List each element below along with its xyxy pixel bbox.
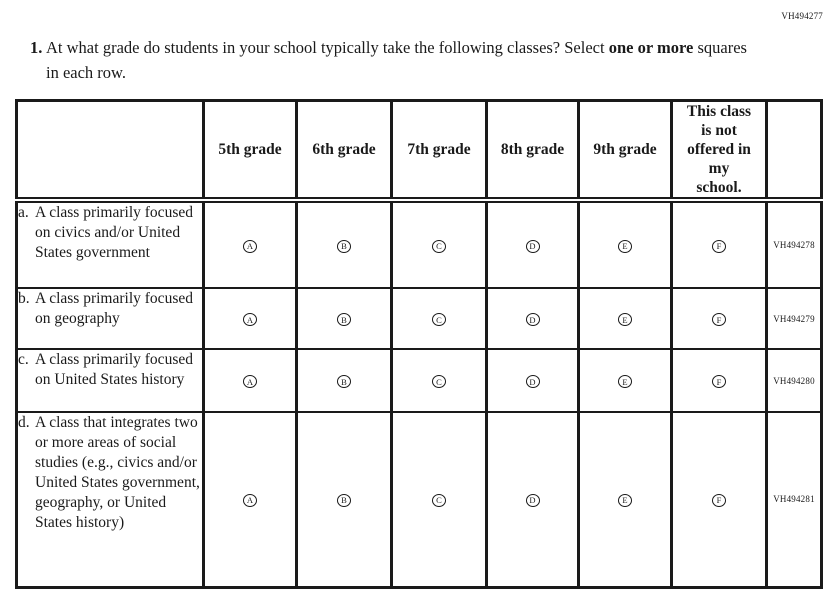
- option-bubble-f[interactable]: F: [712, 375, 726, 389]
- question-text: 1. At what grade do students in your sch…: [30, 35, 760, 85]
- option-cell: F: [670, 199, 768, 289]
- option-bubble-a[interactable]: A: [243, 313, 257, 327]
- row-letter: c.: [18, 351, 29, 368]
- row-label: a. A class primarily focused on civics a…: [18, 203, 202, 263]
- option-cell: D: [485, 411, 580, 588]
- row-letter: d.: [18, 414, 30, 431]
- option-bubble-f[interactable]: F: [712, 313, 726, 327]
- question-line1-bold: one: [608, 38, 634, 57]
- column-header-9th-grade: 9th grade: [577, 99, 673, 203]
- option-bubble-a[interactable]: A: [243, 239, 257, 253]
- option-cell: C: [390, 287, 488, 350]
- option-bubble-c[interactable]: C: [432, 375, 446, 389]
- row-label-text: A class primarily focused on geography: [35, 290, 193, 327]
- row-label-text: A class that integrates two or more area…: [35, 414, 200, 531]
- table-row: c. A class primarily focused on United S…: [15, 348, 823, 413]
- question-number: 1.: [30, 38, 43, 57]
- row-label-cell: d. A class that integrates two or more a…: [15, 411, 205, 588]
- column-header-8th-grade: 8th grade: [485, 99, 580, 203]
- form-code: VH494277: [781, 11, 823, 21]
- option-bubble-a[interactable]: A: [243, 375, 257, 389]
- option-cell: A: [202, 199, 298, 289]
- row-code: VH494281: [765, 411, 823, 588]
- option-bubble-c[interactable]: C: [432, 494, 446, 507]
- question-line1-regular: At what grade do students in your school…: [46, 38, 609, 57]
- option-bubble-d[interactable]: D: [525, 313, 540, 327]
- option-bubble-e[interactable]: E: [618, 239, 632, 253]
- option-cell: C: [390, 199, 488, 289]
- table-row: d. A class that integrates two or more a…: [15, 411, 823, 588]
- row-label-cell: c. A class primarily focused on United S…: [15, 348, 205, 413]
- option-bubble-b[interactable]: B: [337, 494, 351, 507]
- option-bubble-f[interactable]: F: [712, 239, 726, 253]
- column-header-not-offered: This class is not offered in my school.: [670, 99, 768, 203]
- option-cell: B: [295, 411, 393, 588]
- question-line2-bold: or more: [637, 38, 694, 57]
- option-bubble-d[interactable]: D: [525, 239, 540, 253]
- row-code: VH494278: [765, 199, 823, 289]
- option-bubble-c[interactable]: C: [432, 239, 446, 253]
- row-code: VH494279: [765, 287, 823, 350]
- option-cell: A: [202, 287, 298, 350]
- option-cell: F: [670, 287, 768, 350]
- option-cell: B: [295, 199, 393, 289]
- option-cell: D: [485, 199, 580, 289]
- option-cell: A: [202, 411, 298, 588]
- table-row: b. A class primarily focused on geograph…: [15, 287, 823, 350]
- option-bubble-b[interactable]: B: [337, 313, 351, 327]
- row-label-cell: a. A class primarily focused on civics a…: [15, 199, 205, 289]
- row-code: VH494280: [765, 348, 823, 413]
- column-header-5th-grade: 5th grade: [202, 99, 298, 203]
- column-header-7th-grade: 7th grade: [390, 99, 488, 203]
- option-cell: E: [577, 411, 673, 588]
- option-bubble-d[interactable]: D: [525, 494, 540, 507]
- option-bubble-e[interactable]: E: [618, 313, 632, 327]
- option-cell: A: [202, 348, 298, 413]
- option-cell: D: [485, 348, 580, 413]
- option-cell: C: [390, 411, 488, 588]
- option-bubble-a[interactable]: A: [243, 494, 257, 507]
- row-label: d. A class that integrates two or more a…: [18, 413, 202, 533]
- row-label-text: A class primarily focused on United Stat…: [35, 351, 193, 388]
- option-cell: C: [390, 348, 488, 413]
- option-bubble-e[interactable]: E: [618, 375, 632, 389]
- option-bubble-b[interactable]: B: [337, 375, 351, 389]
- option-bubble-e[interactable]: E: [618, 494, 632, 507]
- column-header-6th-grade: 6th grade: [295, 99, 393, 203]
- option-cell: B: [295, 348, 393, 413]
- question-1-grid: 5th grade 6th grade 7th grade 8th grade …: [15, 99, 823, 589]
- option-bubble-c[interactable]: C: [432, 313, 446, 327]
- corner-header-cell: [15, 99, 205, 203]
- row-label: c. A class primarily focused on United S…: [18, 350, 202, 390]
- question-body: At what grade do students in your school…: [46, 35, 760, 85]
- option-bubble-b[interactable]: B: [337, 239, 351, 253]
- row-label: b. A class primarily focused on geograph…: [18, 289, 202, 329]
- table-row: a. A class primarily focused on civics a…: [15, 199, 823, 289]
- question-line2-regular: squares in each row.: [46, 38, 747, 82]
- option-cell: E: [577, 348, 673, 413]
- option-cell: E: [577, 199, 673, 289]
- header-row: 5th grade 6th grade 7th grade 8th grade …: [15, 99, 823, 203]
- row-letter: b.: [18, 290, 30, 307]
- option-cell: F: [670, 411, 768, 588]
- option-cell: B: [295, 287, 393, 350]
- option-cell: D: [485, 287, 580, 350]
- option-cell: E: [577, 287, 673, 350]
- option-bubble-f[interactable]: F: [712, 494, 726, 507]
- option-bubble-d[interactable]: D: [525, 375, 540, 389]
- row-label-cell: b. A class primarily focused on geograph…: [15, 287, 205, 350]
- code-column-header-cell: [765, 99, 823, 203]
- option-cell: F: [670, 348, 768, 413]
- row-letter: a.: [18, 204, 29, 221]
- row-label-text: A class primarily focused on civics and/…: [35, 204, 193, 261]
